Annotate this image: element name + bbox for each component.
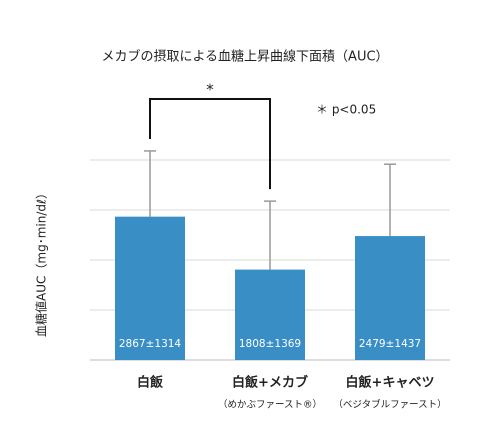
significance-mark: * [206,81,214,99]
bar [115,216,185,360]
significance-bracket [149,98,271,190]
bar [355,236,425,360]
chart-title: メカブの摂取による血糖上昇曲線下面積（AUC） [101,49,388,65]
x-tick-label: 白飯 [137,375,163,391]
x-tick-label: 白飯+メカブ [232,375,308,391]
x-tick-note: （ベジタブルファースト） [333,399,446,411]
x-tick-note: （めかぶファースト®） [218,399,322,411]
value-label: 2479±1437 [359,338,421,350]
y-axis-label: 血糖値AUC（mg･min/dℓ） [34,187,49,337]
significance-note: ＊ p<0.05 [316,103,376,117]
value-label: 2867±1314 [119,338,182,350]
value-label: 1808±1369 [239,338,301,350]
x-tick-label: 白飯+キャベツ [346,375,435,391]
bar [235,269,305,360]
